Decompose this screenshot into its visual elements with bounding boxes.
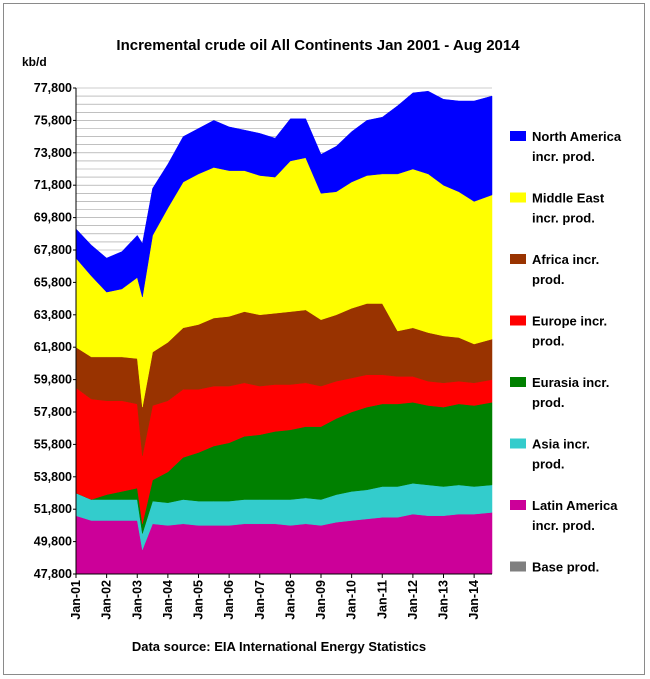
legend-label: Latin America incr. prod. [532, 498, 618, 533]
legend-swatch [510, 500, 526, 510]
y-tick-label: 69,800 [34, 211, 72, 225]
y-tick-label: 47,800 [34, 567, 72, 581]
y-tick-label: 73,800 [34, 146, 72, 160]
area-series [75, 90, 493, 575]
x-tick-label: Jan-06 [222, 580, 236, 620]
x-tick-label: Jan-02 [100, 580, 114, 620]
y-unit-label: kb/d [22, 55, 47, 69]
x-tick-label: Jan-03 [130, 580, 144, 620]
y-tick-label: 49,800 [34, 535, 72, 549]
legend-label: Europe incr. prod. [532, 314, 607, 349]
y-tick-label: 51,800 [34, 502, 72, 516]
y-tick-label: 75,800 [34, 113, 72, 127]
x-tick-label: Jan-08 [283, 580, 297, 620]
x-tick-label: Jan-04 [161, 580, 175, 620]
legend-label: Middle East incr. prod. [532, 191, 605, 226]
y-tick-label: 67,800 [34, 243, 72, 257]
x-tick-labels: Jan-01 Jan-02 Jan-03 Jan-04 Jan-05 Jan-06 Jan-… [69, 574, 481, 620]
y-tick-label: 55,800 [34, 437, 72, 451]
x-tick-label: Jan-13 [437, 580, 451, 620]
axes [75, 88, 492, 575]
y-tick-label: 65,800 [34, 275, 72, 289]
legend-label: Eurasia incr. prod. [532, 375, 609, 410]
x-tick-label: Jan-11 [375, 580, 389, 619]
legend-swatch [510, 131, 526, 141]
legend-swatch [510, 377, 526, 387]
y-tick-label: 57,800 [34, 405, 72, 419]
y-tick-label: 59,800 [34, 373, 72, 387]
y-tick-label: 63,800 [34, 308, 72, 322]
x-tick-label: Jan-09 [314, 580, 328, 620]
legend-swatch [510, 561, 526, 572]
legend-label: North America incr. prod. [532, 129, 622, 164]
legend-swatch [510, 192, 526, 203]
x-tick-label: Jan-07 [253, 580, 267, 620]
y-tick-label: 53,800 [34, 470, 72, 484]
legend: North America incr. prod. Middle East incr.… [510, 129, 622, 575]
data-source: Data source: EIA International Energy St… [132, 639, 426, 654]
legend-label: Africa incr. prod. [532, 252, 599, 287]
legend-swatch [510, 254, 526, 264]
chart-title: Incremental crude oil All Continents Jan… [116, 37, 520, 54]
x-tick-label: Jan-01 [69, 580, 83, 620]
legend-label: Asia incr. prod. [532, 437, 590, 472]
legend-swatch [510, 438, 526, 449]
area-north-america-incr-prod- [75, 90, 493, 298]
x-tick-label: Jan-10 [345, 580, 359, 620]
y-tick-label: 71,800 [34, 178, 72, 192]
x-tick-label: Jan-14 [467, 580, 481, 620]
y-tick-label: 77,800 [34, 81, 72, 95]
x-tick-label: Jan-05 [192, 580, 206, 620]
legend-label: Base prod. [532, 560, 599, 575]
y-tick-labels: 47,800 49,800 51,800 53,800 55,800 57,800 59,8… [34, 81, 76, 581]
x-tick-label: Jan-12 [406, 580, 420, 620]
legend-swatch [510, 315, 526, 326]
y-tick-label: 61,800 [34, 340, 72, 354]
